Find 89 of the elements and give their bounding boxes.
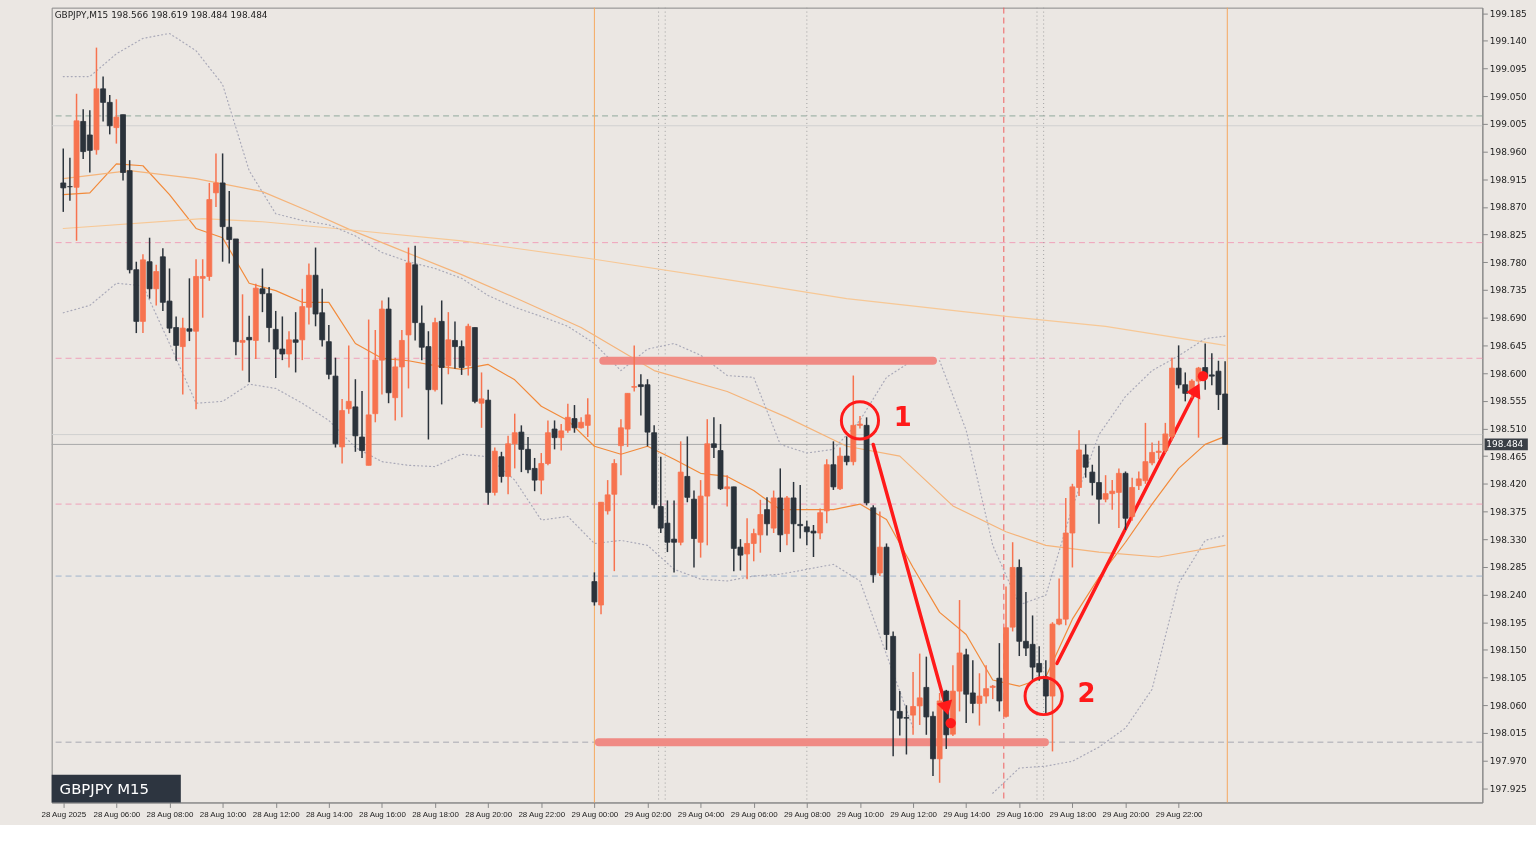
x-tick-label: 28 Aug 14:00 — [305, 809, 354, 819]
y-tick-label: 199.095 — [1489, 64, 1527, 75]
candlestick — [153, 264, 160, 307]
y-tick-label: 198.015 — [1489, 728, 1527, 739]
y-tick-label: 198.465 — [1489, 451, 1527, 462]
candlestick — [571, 404, 578, 434]
x-tick-label: 29 Aug 16:00 — [996, 809, 1044, 819]
y-tick-label: 198.060 — [1489, 700, 1528, 711]
x-tick-label: 28 Aug 12:00 — [252, 809, 301, 819]
y-tick-label: 198.240 — [1489, 590, 1528, 600]
candlestick — [292, 311, 299, 374]
x-tick-label: 28 Aug 2025 — [41, 809, 87, 819]
candlestick — [711, 416, 717, 459]
candlestick — [843, 435, 850, 467]
y-tick-label: 198.870 — [1489, 202, 1528, 213]
x-tick-label: 29 Aug 06:00 — [730, 809, 779, 819]
y-tick-label: 198.375 — [1489, 506, 1527, 517]
y-tick-label: 197.925 — [1489, 783, 1527, 794]
x-tick-label: 29 Aug 10:00 — [837, 809, 885, 819]
annotation: 2 — [1077, 677, 1096, 708]
candlestick — [797, 484, 804, 540]
y-tick-label: 199.005 — [1489, 119, 1527, 130]
x-tick-label: 28 Aug 18:00 — [412, 809, 460, 819]
y-tick-label: 198.645 — [1489, 340, 1527, 351]
y-tick-label: 198.150 — [1489, 645, 1528, 656]
y-tick-label: 198.555 — [1489, 396, 1527, 407]
candlestick — [239, 293, 246, 372]
point — [945, 717, 956, 729]
y-tick-label: 198.600 — [1489, 368, 1528, 379]
candlestick — [551, 419, 558, 451]
x-tick-label: 29 Aug 08:00 — [783, 809, 832, 819]
y-tick-label: 198.330 — [1489, 534, 1528, 545]
line-series — [62, 32, 1226, 606]
y-tick-label: 198.915 — [1489, 174, 1527, 185]
x-tick-label: 29 Aug 04:00 — [677, 809, 726, 819]
candlestick — [631, 344, 638, 393]
x-tick-label: 29 Aug 18:00 — [1049, 809, 1097, 819]
y-tick-label: 198.960 — [1489, 147, 1528, 158]
annotation: GBPJPY M15 — [59, 779, 150, 798]
x-tick-label: 28 Aug 20:00 — [465, 809, 513, 819]
candlestick — [830, 440, 837, 491]
line-series — [62, 218, 1226, 346]
y-tick-label: 199.050 — [1489, 91, 1528, 102]
candlestick — [996, 642, 1003, 713]
candlestick — [113, 98, 120, 145]
candlestick — [724, 474, 731, 508]
candlestick — [1082, 443, 1089, 479]
candlestick — [478, 371, 485, 429]
candlestick — [286, 330, 292, 369]
candlestick — [359, 390, 365, 459]
y-tick-label: 198.825 — [1489, 230, 1527, 241]
candlestick — [246, 315, 253, 384]
x-tick-label: 28 Aug 10:00 — [199, 809, 248, 819]
y-tick-label: 198.735 — [1489, 285, 1527, 296]
x-tick-label: 29 Aug 12:00 — [890, 809, 938, 819]
candlestick — [1042, 659, 1049, 715]
y-tick-label: 198.285 — [1489, 562, 1527, 573]
y-tick-label: 197.970 — [1489, 756, 1528, 767]
x-tick-label: 28 Aug 22:00 — [518, 809, 566, 819]
candlestick — [498, 451, 505, 484]
candlestick — [213, 152, 219, 208]
y-tick-label: 198.690 — [1489, 313, 1528, 324]
candlestick — [591, 571, 598, 607]
x-tick-label: 28 Aug 06:00 — [93, 809, 141, 819]
candlestick — [817, 507, 823, 540]
x-tick-label: 29 Aug 02:00 — [624, 809, 672, 819]
y-tick-label: 198.420 — [1489, 479, 1528, 490]
line-series — [62, 170, 1226, 558]
candlestick — [179, 316, 186, 396]
point — [1197, 370, 1209, 382]
x-tick-label: 29 Aug 00:00 — [571, 809, 619, 819]
y-tick-label: 198.105 — [1489, 673, 1527, 684]
ref-line-label: 198.484 — [1486, 439, 1524, 450]
x-tick-label: 28 Aug 08:00 — [146, 809, 194, 819]
candlestick — [345, 344, 352, 415]
candlestick — [186, 277, 193, 342]
candlestick — [684, 435, 691, 503]
candlestick — [764, 496, 770, 537]
y-tick-label: 198.510 — [1489, 423, 1528, 434]
y-tick-label: 199.185 — [1489, 8, 1527, 19]
y-tick-label: 198.780 — [1489, 257, 1528, 268]
chart-title: GBPJPY,M15 198.566 198.619 198.484 198.484 — [54, 9, 268, 20]
y-tick-label: 198.195 — [1489, 617, 1527, 628]
y-tick-label: 199.140 — [1489, 36, 1528, 47]
annotation: 1 — [893, 402, 912, 433]
x-tick-label: 29 Aug 20:00 — [1102, 809, 1150, 819]
x-tick-label: 29 Aug 22:00 — [1155, 809, 1204, 819]
x-tick-label: 28 Aug 16:00 — [359, 809, 407, 819]
x-tick-label: 29 Aug 14:00 — [943, 809, 991, 819]
